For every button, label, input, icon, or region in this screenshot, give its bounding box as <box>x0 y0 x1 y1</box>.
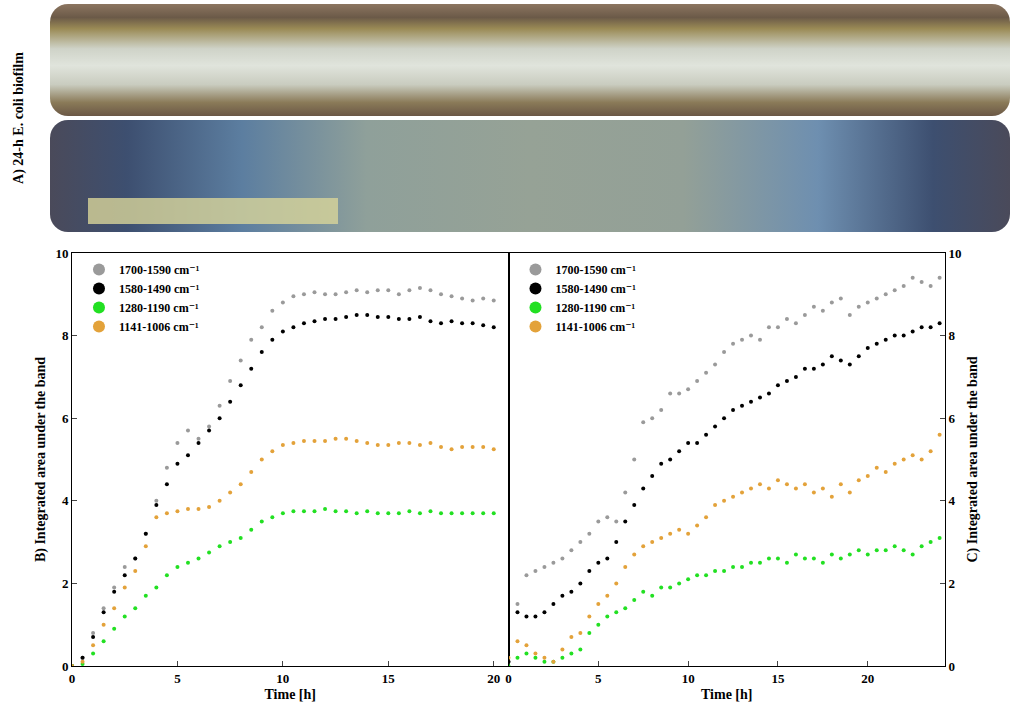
svg-text:1700-1590 cm⁻¹: 1700-1590 cm⁻¹ <box>119 263 200 277</box>
svg-text:1280-1190 cm⁻¹: 1280-1190 cm⁻¹ <box>119 301 199 315</box>
svg-text:10: 10 <box>55 246 68 261</box>
svg-text:15: 15 <box>771 671 785 686</box>
svg-text:C) Integrated area under the b: C) Integrated area under the band <box>965 356 981 562</box>
svg-text:0: 0 <box>62 659 69 674</box>
svg-text:10: 10 <box>276 671 289 686</box>
svg-text:20: 20 <box>861 671 874 686</box>
svg-text:1700-1590 cm⁻¹: 1700-1590 cm⁻¹ <box>555 263 636 277</box>
svg-text:Time [h]: Time [h] <box>701 687 752 702</box>
svg-text:6: 6 <box>949 411 956 426</box>
svg-text:8: 8 <box>949 328 956 343</box>
svg-text:1141-1006 cm⁻¹: 1141-1006 cm⁻¹ <box>555 320 635 334</box>
svg-text:2: 2 <box>949 576 956 591</box>
svg-text:1141-1006 cm⁻¹: 1141-1006 cm⁻¹ <box>119 320 199 334</box>
svg-text:5: 5 <box>174 671 181 686</box>
svg-text:10: 10 <box>949 246 962 261</box>
svg-text:5: 5 <box>595 671 602 686</box>
svg-text:1280-1190 cm⁻¹: 1280-1190 cm⁻¹ <box>555 301 635 315</box>
svg-text:1580-1490 cm⁻¹: 1580-1490 cm⁻¹ <box>555 282 636 296</box>
svg-text:15: 15 <box>382 671 396 686</box>
svg-text:1580-1490 cm⁻¹: 1580-1490 cm⁻¹ <box>119 282 200 296</box>
svg-text:2: 2 <box>62 576 69 591</box>
svg-text:0: 0 <box>505 671 512 686</box>
svg-text:0: 0 <box>949 659 956 674</box>
html-text:A) 24-h E. coli biofilm: A) 24-h E. coli biofilm <box>11 52 26 184</box>
svg-text:10: 10 <box>682 671 695 686</box>
svg-text:4: 4 <box>62 493 69 508</box>
svg-text:B) Integrated area under the b: B) Integrated area under the band <box>33 357 49 562</box>
svg-text:4: 4 <box>949 493 956 508</box>
svg-text:6: 6 <box>62 411 69 426</box>
svg-text:Time [h]: Time [h] <box>265 687 316 702</box>
svg-text:0: 0 <box>69 671 76 686</box>
svg-text:8: 8 <box>62 328 69 343</box>
svg-text:20: 20 <box>487 671 500 686</box>
